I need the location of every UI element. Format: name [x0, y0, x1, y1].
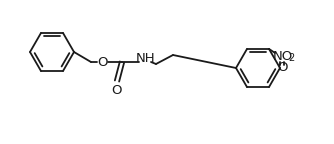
- Text: 2: 2: [288, 53, 295, 64]
- Text: O: O: [278, 61, 288, 74]
- Text: NO: NO: [273, 50, 293, 64]
- Text: NH: NH: [136, 53, 156, 66]
- Text: O: O: [97, 55, 107, 69]
- Text: O: O: [112, 84, 122, 96]
